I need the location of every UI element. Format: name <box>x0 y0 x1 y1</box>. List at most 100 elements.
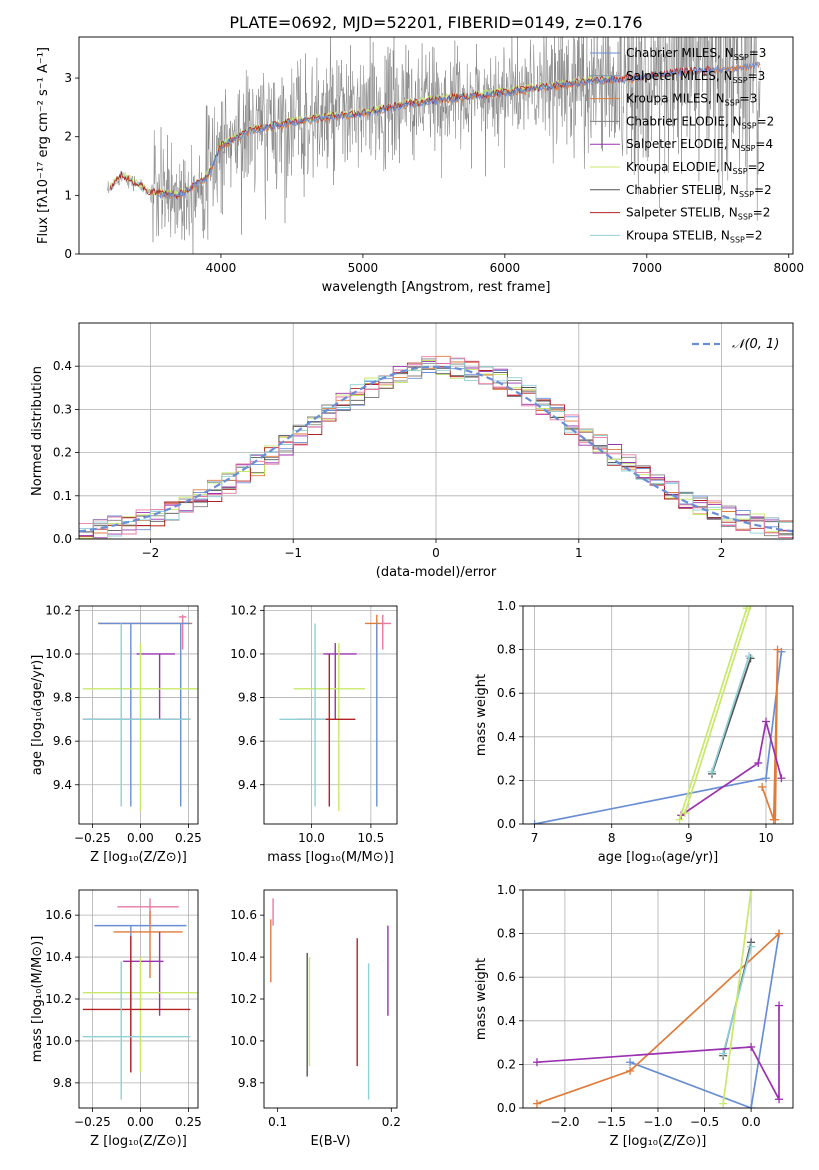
axes-age_vs_z: −0.25 0.00 0.25 9.4 9.6 9.8 10.0 10.2 Z [log₁₀(Z… <box>30 603 202 865</box>
y-tick-label: 10.4 <box>45 950 72 964</box>
x-tick-label: 8000 <box>773 261 804 275</box>
x-tick-label: 0.1 <box>268 1115 287 1129</box>
y-tick-label: 1.0 <box>497 883 516 897</box>
x-tick-label: 0.00 <box>127 1115 154 1129</box>
x-tick-label: 10.0 <box>298 831 325 845</box>
spectrum-data-line <box>107 37 761 254</box>
y-tick-label: 9.4 <box>53 778 72 792</box>
series-line <box>629 933 780 1108</box>
y-tick-label: 9.8 <box>53 1076 72 1090</box>
y-axis-label: Flux [fλ10⁻¹⁷ erg cm⁻² s⁻¹ A⁻¹] <box>36 47 51 244</box>
axes-spectrum: 4000 5000 6000 7000 8000 0 1 2 3 wavelength [Angs… <box>36 36 804 295</box>
y-tick-label: 10.0 <box>230 1034 257 1048</box>
axes-frame <box>78 605 199 825</box>
x-tick-label: 5000 <box>348 261 379 275</box>
legend-entry: Kroupa MILES, NSSP=3 <box>626 92 757 108</box>
axes-frame <box>263 889 398 1109</box>
y-tick-label: 9.6 <box>238 734 257 748</box>
legend-entry: Salpeter MILES, NSSP=3 <box>626 69 765 85</box>
y-tick-label: 10.2 <box>45 603 72 617</box>
series-line <box>678 607 748 820</box>
y-axis-label: age [log₁₀(age/yr)] <box>30 655 45 776</box>
axes-age_vs_mass: 10.0 10.5 9.4 9.6 9.8 10.0 10.2 mass [log₁₀(M/M… <box>230 603 398 865</box>
y-tick-label: 0 <box>64 247 72 261</box>
x-tick-label: 10.5 <box>358 831 385 845</box>
y-tick-label: 9.8 <box>238 1076 257 1090</box>
normal-curve <box>79 365 793 533</box>
x-tick-label: −1.5 <box>597 1115 626 1129</box>
plot-area-spectrum <box>107 37 761 254</box>
y-tick-label: 0.6 <box>497 970 516 984</box>
series-line <box>711 658 752 775</box>
y-tick-label: 0.2 <box>53 446 72 460</box>
axes-frame <box>78 889 199 1109</box>
x-tick-label: 0 <box>432 546 440 560</box>
plot-area-weight_vs_age <box>530 606 786 824</box>
series-line <box>680 721 783 817</box>
spectrum-model-line <box>156 61 761 201</box>
y-tick-label: 10.6 <box>230 908 257 922</box>
legend-entry: Salpeter STELIB, NSSP=2 <box>626 206 770 222</box>
x-tick-label: −0.25 <box>74 831 111 845</box>
plot-area-age_vs_z <box>82 614 198 811</box>
y-tick-label: 10.2 <box>230 603 257 617</box>
histogram-line <box>79 366 793 535</box>
x-tick-label: 7 <box>531 831 539 845</box>
y-tick-label: 0.0 <box>497 1101 516 1115</box>
series-line <box>711 655 750 772</box>
legend-entry: Chabrier ELODIE, NSSP=2 <box>626 114 774 130</box>
x-axis-label: wavelength [Angstrom, rest frame] <box>322 280 551 295</box>
y-tick-label: 0.0 <box>497 817 516 831</box>
y-tick-label: 0.2 <box>497 773 516 787</box>
y-tick-label: 0.4 <box>497 1014 516 1028</box>
x-axis-label: mass [log₁₀(M/M⊙)] <box>267 850 394 865</box>
y-axis-label: Normed distribution <box>30 366 45 496</box>
y-tick-label: 10.0 <box>230 647 257 661</box>
axes-weight_vs_age: 7 8 9 10 0.0 0.2 0.4 0.6 0.8 1.0 age [log₁₀(age/yr… <box>474 599 794 865</box>
x-axis-label: Z [log₁₀(Z/Z⊙)] <box>90 1134 187 1149</box>
y-tick-label: 3 <box>64 71 72 85</box>
legend-entry: Kroupa ELODIE, NSSP=2 <box>626 160 765 176</box>
y-axis-label: mass [log₁₀(M/M⊙)] <box>30 936 45 1063</box>
plot-area-residuals <box>79 355 793 539</box>
legend: 𝒩(0, 1) <box>692 337 779 352</box>
figure-title: PLATE=0692, MJD=52201, FIBERID=0149, z=0… <box>229 13 642 32</box>
axes-mass_vs_ebv: 0.1 0.2 9.8 10.0 10.2 10.4 10.6 E(B-V) <box>230 889 401 1149</box>
y-tick-label: 1 <box>64 188 72 202</box>
y-tick-label: 10.6 <box>45 908 72 922</box>
axes-residuals: −2 −1 0 1 2 0.0 0.1 0.2 0.3 0.4 (data-model)/error… <box>30 322 794 580</box>
axes-frame <box>522 889 794 1109</box>
y-tick-label: 9.8 <box>53 691 72 705</box>
x-axis-label: (data-model)/error <box>376 565 497 580</box>
y-tick-label: 9.8 <box>238 691 257 705</box>
x-tick-label: −1.0 <box>643 1115 672 1129</box>
y-tick-label: 10.0 <box>45 647 72 661</box>
axes-frame <box>522 605 794 825</box>
x-axis-label: Z [log₁₀(Z/Z⊙)] <box>610 1134 707 1149</box>
y-tick-label: 10.0 <box>45 1034 72 1048</box>
legend-entry: Chabrier MILES, NSSP=3 <box>626 46 766 62</box>
x-tick-label: 0.2 <box>382 1115 401 1129</box>
y-tick-label: 10.4 <box>230 950 257 964</box>
x-axis-label: age [log₁₀(age/yr)] <box>598 850 719 865</box>
x-tick-label: 0.0 <box>742 1115 761 1129</box>
axes-frame <box>78 36 794 255</box>
x-tick-label: −2.0 <box>550 1115 579 1129</box>
legend-entry: 𝒩(0, 1) <box>732 337 779 352</box>
y-tick-label: 0.8 <box>497 643 516 657</box>
axes-weight_vs_z: −2.0 −1.5 −1.0 −0.5 0.0 0.0 0.2 0.4 0.6 0.8 1.0 Z [… <box>474 883 794 1149</box>
y-tick-label: 2 <box>64 130 72 144</box>
x-tick-label: 1 <box>575 546 583 560</box>
legend-entry: Salpeter ELODIE, NSSP=4 <box>626 137 773 153</box>
x-tick-label: 0.25 <box>175 1115 202 1129</box>
y-axis-label: mass weight <box>474 674 489 756</box>
y-tick-label: 0.8 <box>497 927 516 941</box>
legend-entry: Kroupa STELIB, NSSP=2 <box>626 228 763 244</box>
y-tick-label: 0.4 <box>53 359 72 373</box>
plot-area-mass_vs_ebv <box>270 898 389 1100</box>
axes-frame <box>78 322 794 540</box>
y-axis-label: mass weight <box>474 958 489 1040</box>
legend: Chabrier MILES, NSSP=3 Salpeter MILES, NS… <box>590 46 774 244</box>
plot-area-weight_vs_z <box>532 890 784 1108</box>
